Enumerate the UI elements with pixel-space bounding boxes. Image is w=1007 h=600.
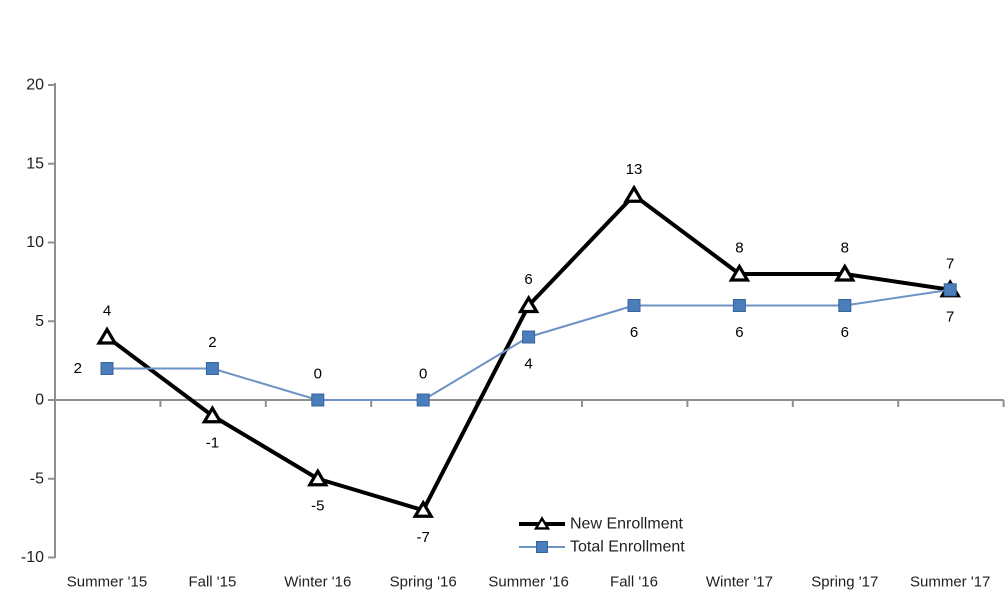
x-category-label: Winter '17 (706, 574, 773, 591)
data-label: 13 (626, 161, 643, 178)
marker-triangle (412, 499, 435, 518)
x-category-label: Fall '15 (188, 574, 236, 591)
data-label: 0 (419, 366, 427, 383)
data-label: 6 (841, 324, 849, 341)
data-label: 6 (630, 324, 638, 341)
data-label: 2 (208, 334, 216, 351)
x-category-label: Summer '15 (67, 574, 147, 591)
marker-triangle (623, 184, 645, 203)
data-label: -1 (206, 434, 219, 451)
legend-label-new-enrollment: New Enrollment (570, 516, 683, 533)
y-tick-label: 20 (26, 77, 44, 94)
data-label: 7 (946, 255, 954, 272)
data-label: 8 (735, 240, 743, 257)
legend-marker-square (536, 541, 548, 553)
data-label: 6 (524, 271, 532, 288)
marker-triangle (201, 405, 224, 424)
marker-triangle (306, 468, 329, 487)
marker-square (416, 393, 430, 407)
x-category-label: Summer '16 (488, 574, 568, 591)
legend-marker-triangle (533, 516, 551, 530)
y-tick-label: 0 (35, 392, 44, 409)
marker-square (100, 362, 114, 375)
y-tick-label: 5 (35, 313, 44, 330)
x-category-label: Winter '16 (284, 574, 351, 591)
data-label: 4 (103, 303, 111, 320)
marker-square (205, 362, 219, 375)
data-label: 7 (946, 308, 954, 325)
x-category-label: Fall '16 (610, 574, 658, 591)
marker-square (627, 299, 641, 312)
marker-square (732, 299, 746, 312)
series-line-new-enrollment (105, 193, 953, 513)
marker-square (522, 330, 536, 344)
y-tick-label: -10 (21, 549, 44, 566)
data-label: 6 (735, 324, 743, 341)
marker-triangle (833, 263, 856, 282)
legend-label-total-enrollment: Total Enrollment (570, 539, 685, 556)
data-label: 4 (524, 356, 532, 373)
marker-square (311, 393, 325, 407)
data-label: -5 (311, 497, 324, 514)
data-label: 8 (841, 240, 849, 257)
y-tick-label: 10 (26, 234, 44, 251)
data-label: 2 (74, 360, 82, 377)
x-category-label: Summer '17 (910, 574, 990, 591)
x-category-label: Spring '17 (811, 574, 878, 591)
y-tick-label: 15 (26, 155, 44, 172)
x-category-label: Spring '16 (390, 574, 457, 591)
marker-triangle (96, 326, 118, 345)
marker-square (943, 283, 957, 297)
data-label: -7 (417, 529, 430, 546)
marker-square (838, 299, 852, 312)
data-label: 0 (314, 366, 322, 383)
marker-triangle (517, 294, 540, 314)
y-tick-label: -5 (30, 470, 44, 487)
marker-triangle (728, 263, 751, 282)
